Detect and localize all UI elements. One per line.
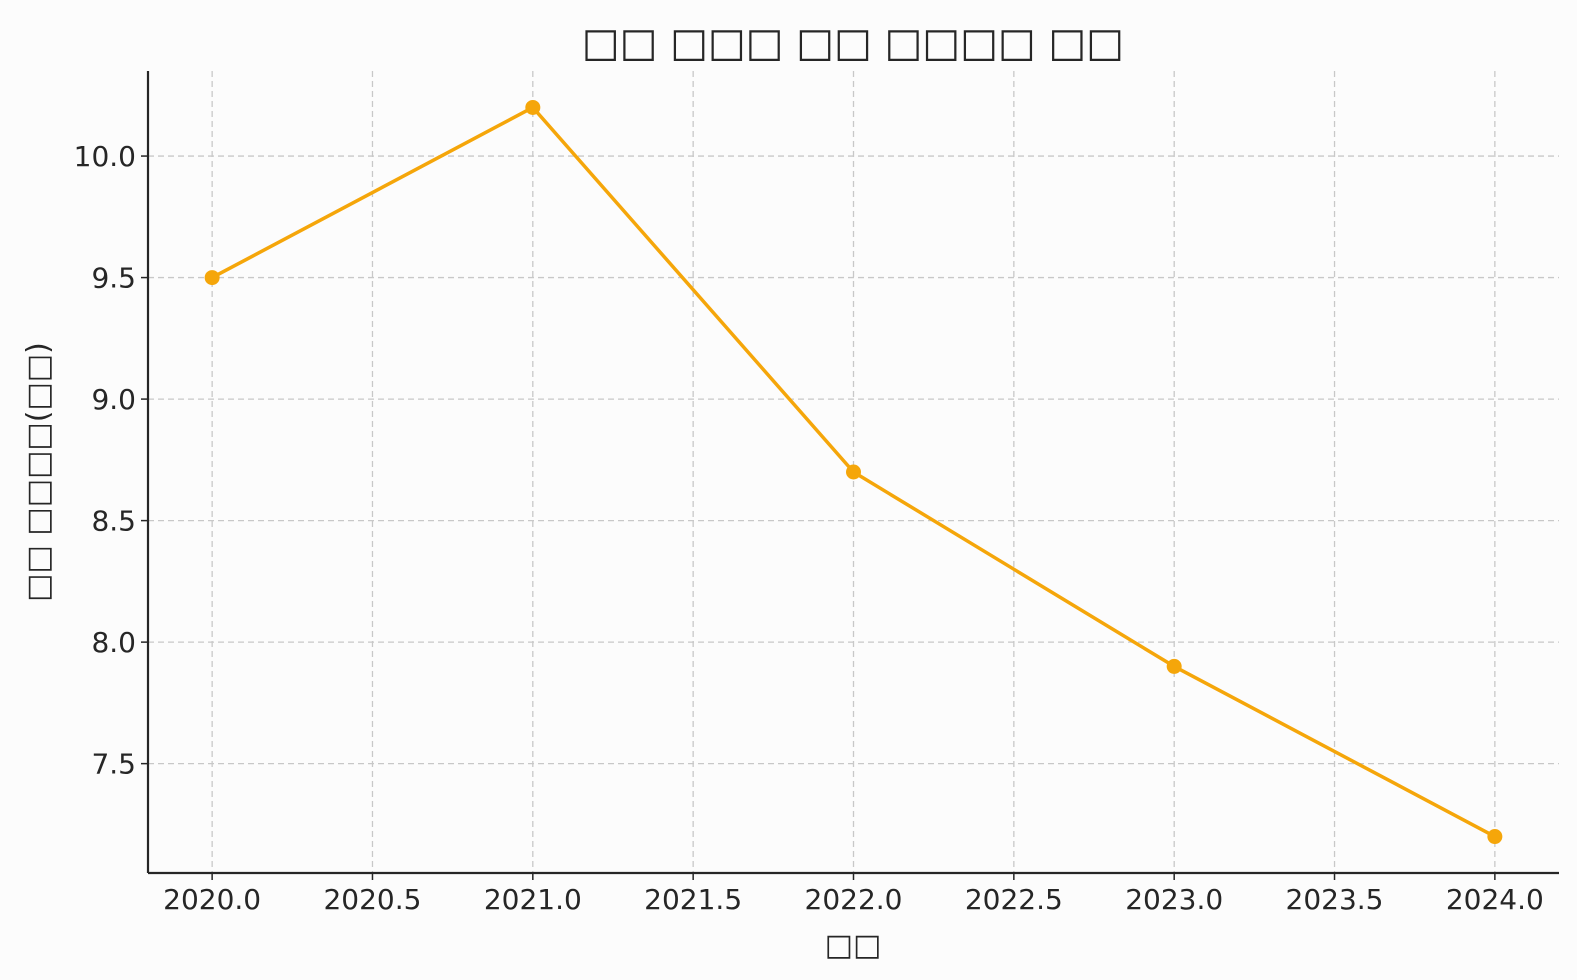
- y-tick-label: 8.0: [91, 626, 136, 659]
- y-tick-label: 10.0: [74, 140, 136, 173]
- x-tick-label: 2023.0: [1125, 883, 1223, 916]
- x-axis-title: □□: [825, 928, 882, 963]
- x-tick-label: 2022.5: [965, 883, 1063, 916]
- chart-title: □□ □□□ □□ □□□□ □□: [582, 20, 1124, 66]
- x-tick-label: 2020.5: [323, 883, 421, 916]
- x-tick-label: 2021.5: [644, 883, 742, 916]
- x-tick-label: 2021.0: [484, 883, 582, 916]
- y-tick-label: 9.0: [91, 383, 136, 416]
- data-point: [846, 464, 861, 480]
- y-axis-ticks: 7.5 8.0 8.5 9.0 9.5 10.0: [74, 140, 148, 781]
- data-point: [1166, 658, 1182, 674]
- x-tick-label: 2023.5: [1286, 883, 1384, 916]
- y-tick-label: 7.5: [91, 748, 136, 781]
- data-point: [1487, 829, 1503, 845]
- x-tick-label: 2022.0: [805, 883, 903, 916]
- y-axis-title: □□ □□□□(□□): [21, 342, 56, 602]
- y-tick-label: 9.5: [91, 262, 136, 295]
- y-tick-label: 8.5: [91, 505, 136, 538]
- x-tick-label: 2024.0: [1446, 883, 1544, 916]
- x-tick-label: 2020.0: [163, 883, 261, 916]
- data-series: [204, 99, 1503, 845]
- grid-lines: [148, 71, 1559, 873]
- data-point: [204, 270, 220, 286]
- data-point: [525, 99, 541, 115]
- x-axis-ticks: 2020.0 2020.5 2021.0 2021.5 2022.0 2022.5 2023…: [163, 873, 1544, 916]
